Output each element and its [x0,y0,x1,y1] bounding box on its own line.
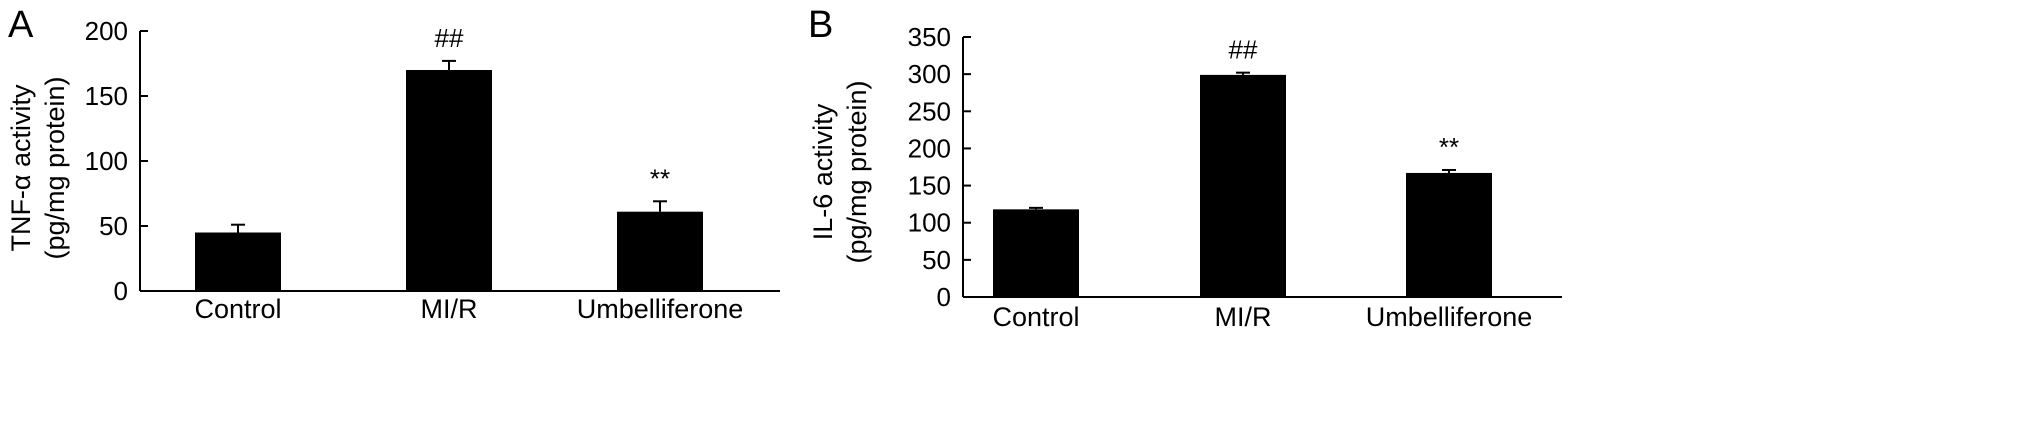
panel-a-y-axis: 0 50 100 150 200 [85,16,148,306]
panel-a-letter: A [8,4,34,46]
panel-b-ylabel-line1: IL-6 activity [808,103,838,240]
panel-b-significance-label: ** [1439,132,1459,162]
panel-b-y-tick-label: 150 [908,171,951,201]
panel-a-significance-label: ** [650,163,670,193]
panel-b-y-tick-label: 300 [908,59,951,89]
panel-b-y-tick-label: 350 [908,22,951,52]
panel-b-x-axis: Control MI/R Umbelliferone [963,296,1562,332]
panel-b-bar [1406,172,1492,297]
panel-b-y-tick-label: 100 [908,208,951,238]
panel-b-y-tick-label: 0 [937,282,951,312]
panel-b-ylabel-line2: (pg/mg protein) [842,80,872,263]
panel-a-bars: ## ** [195,23,703,291]
panel-b-y-tick-label: 200 [908,133,951,163]
panel-b-y-axis: 0 50 100 150 200 250 300 350 [908,22,971,312]
panel-b-category-label: Control [992,302,1079,332]
panel-b-letter: B [808,4,833,46]
panel-b-category-label: Umbelliferone [1366,302,1533,332]
panel-a-ylabel-line2: (pg/mg protein) [40,76,70,259]
panel-b-category-label: MI/R [1215,302,1272,332]
panel-b-bars: ## ** [993,35,1492,297]
panel-b-y-tick-label: 250 [908,96,951,126]
panel-a-y-tick-label: 200 [85,16,128,46]
panel-b-bar [1200,74,1286,297]
panel-b-bar [993,209,1079,297]
panel-b: B IL-6 activity (pg/mg protein) 0 50 100 15… [808,4,1562,332]
panel-a-category-label: MI/R [421,294,478,324]
panel-a-y-tick-label: 100 [85,146,128,176]
panel-a-significance-label: ## [435,23,464,53]
panel-a-y-tick-label: 50 [99,211,128,241]
panel-a-x-axis: Control MI/R Umbelliferone [140,290,780,324]
panel-a-category-label: Control [194,294,281,324]
panel-a: A TNF-α activity (pg/mg protein) 0 50 100 1… [6,4,780,324]
panel-a-bar [617,211,703,291]
panel-a-bar [406,70,492,291]
panel-a-category-label: Umbelliferone [577,294,744,324]
panel-a-y-tick-label: 150 [85,81,128,111]
panel-a-ylabel-line1: TNF-α activity [6,84,36,252]
panel-b-significance-label: ## [1229,35,1258,65]
panel-a-y-tick-label: 0 [114,276,128,306]
panel-a-bar [195,232,281,291]
panel-b-y-tick-label: 50 [922,245,951,275]
